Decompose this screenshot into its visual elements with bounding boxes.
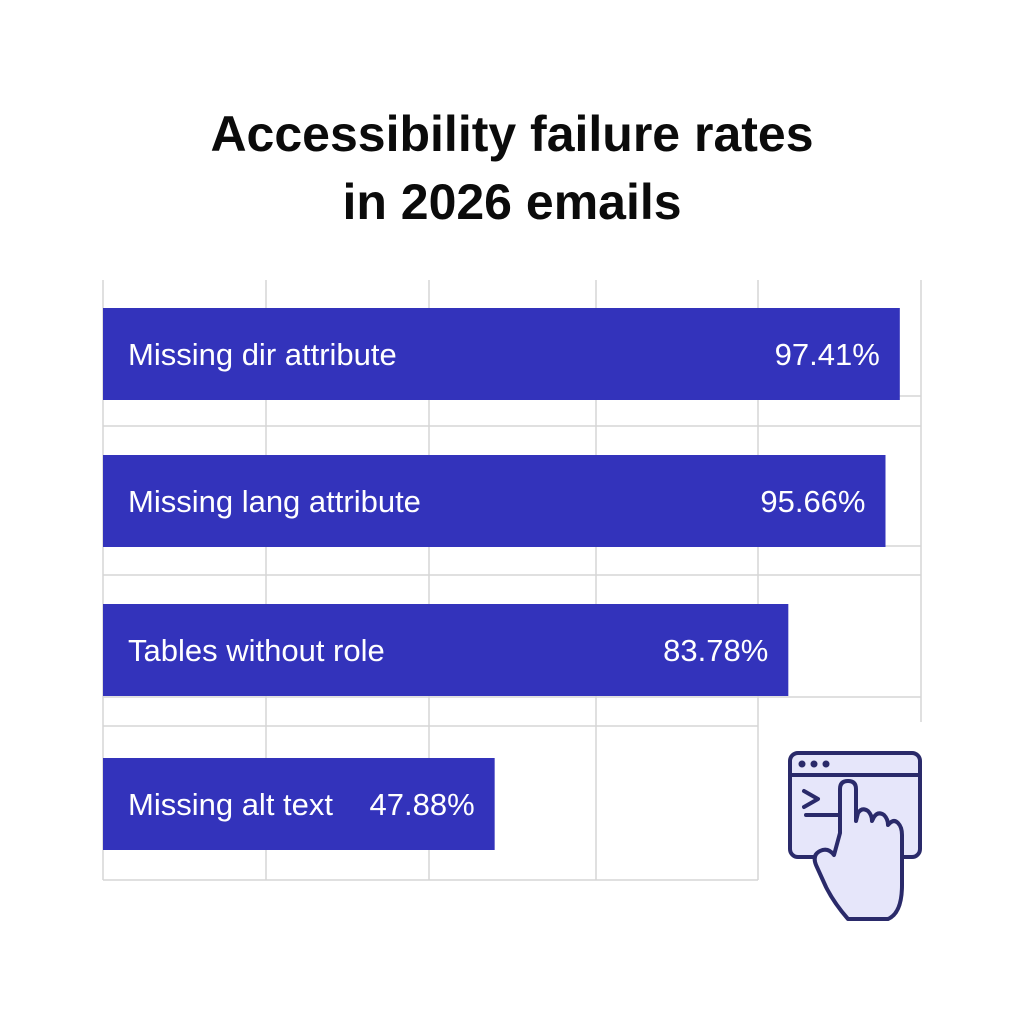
chart-title-line-2: in 2026 emails [342,174,682,230]
bar-category-label: Missing alt text [128,787,333,822]
bar-category-label: Missing dir attribute [128,337,397,372]
bar-category-label: Missing lang attribute [128,484,421,519]
bar-category-label: Tables without role [128,633,385,668]
chart-title-line-1: Accessibility failure rates [210,106,814,162]
browser-terminal-pointer-icon [788,751,922,921]
bar-value-label: 95.66% [760,484,865,519]
bar [103,308,900,400]
chart-title: Accessibility failure rates in 2026 emai… [0,100,1024,236]
bar [103,758,495,850]
bar [103,455,886,547]
bars: Missing dir attribute 97.41% Missing lang … [103,308,900,850]
bar-value-label: 97.41% [775,337,880,372]
bar-value-label: 47.88% [370,787,475,822]
bar [103,604,789,696]
bar-value-label: 83.78% [663,633,768,668]
